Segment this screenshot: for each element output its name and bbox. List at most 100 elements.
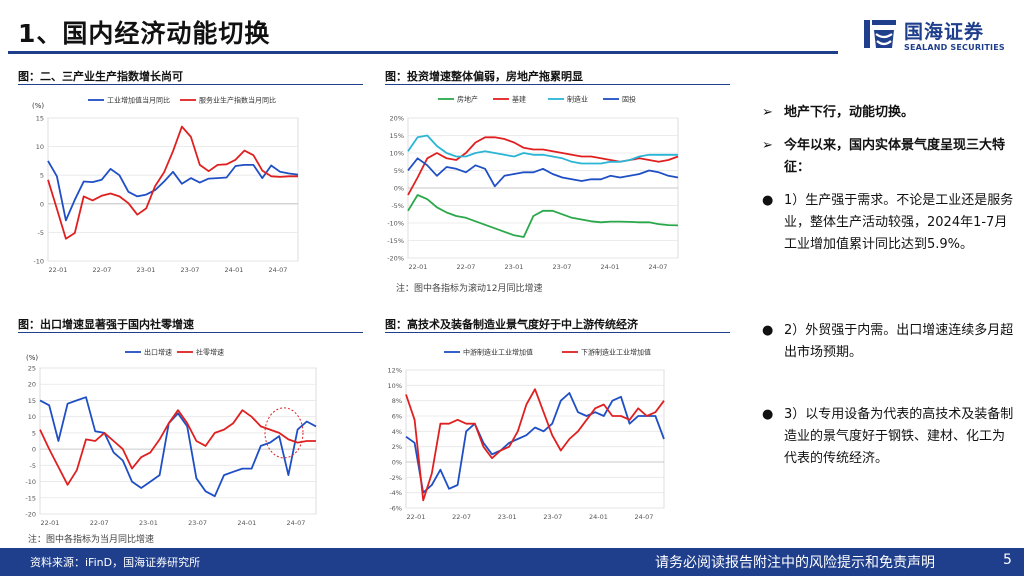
x-tick-label: 22-07 — [93, 266, 112, 274]
x-tick-label: 22-01 — [407, 513, 426, 521]
y-tick-label: 10 — [36, 143, 44, 151]
x-tick-label: 23-07 — [188, 519, 207, 527]
y-tick-label: -20 — [25, 511, 36, 519]
y-tick-label: 25 — [28, 365, 36, 373]
page-title: 1、国内经济动能切换 — [18, 19, 271, 48]
y-tick-label: -10% — [387, 220, 404, 228]
y-tick-label: 5% — [394, 167, 404, 175]
dot-bullet-icon: ● — [762, 193, 774, 208]
y-tick-label: -15% — [387, 237, 404, 245]
legend-label: 出口增速 — [144, 348, 172, 357]
y-tick-label: 10 — [28, 413, 36, 421]
bullet-item-2: ➢ 今年以来，国内实体景气度呈现三大特征： — [762, 135, 1017, 179]
y-tick-label: -5 — [30, 462, 36, 470]
y-tick-label: -5% — [391, 202, 404, 210]
chart3-title: 图：出口增速显著强于国内社零增速 — [18, 318, 194, 331]
y-tick-label: -5 — [38, 229, 44, 237]
chart3-note: 注：图中各指标为当月同比增速 — [28, 535, 155, 545]
legend-label: 社零增速 — [196, 348, 224, 357]
y-axis-label: (%) — [26, 354, 38, 362]
y-tick-label: 8% — [392, 397, 402, 405]
plot-frame — [47, 117, 299, 262]
y-tick-label: 6% — [392, 413, 402, 421]
x-tick-label: 22-01 — [409, 263, 428, 271]
y-tick-label: 5 — [32, 429, 36, 437]
y-tick-label: 10% — [390, 150, 404, 158]
y-tick-label: 5 — [40, 172, 44, 180]
x-tick-label: 24-01 — [589, 513, 608, 521]
chart-manufacturing: -6% -4% -2% 0% 2% 4% 6% 8% 10% 12% 22-01 22-07 23-01… — [388, 348, 665, 521]
chart-industrial-services: -10 -5 0 5 10 15 22-01 22-07 23-01 23-07 24-01 24-0… — [32, 96, 299, 274]
x-tick-label: 24-01 — [237, 519, 256, 527]
y-tick-label: 12% — [388, 367, 402, 375]
y-tick-label: 15% — [390, 132, 404, 140]
y-tick-label: 2% — [392, 443, 402, 451]
x-tick-label: 23-01 — [137, 266, 156, 274]
legend-label: 房地产 — [457, 95, 478, 104]
chart2-rule — [385, 84, 730, 85]
series-line — [407, 157, 679, 188]
dot-bullet-icon: ● — [762, 323, 774, 338]
series-line — [407, 194, 679, 238]
x-tick-label: 23-01 — [505, 263, 524, 271]
bullet-item-1: ➢ 地产下行，动能切换。 — [762, 102, 1017, 124]
series-line — [405, 392, 665, 494]
legend-label: 固投 — [622, 95, 636, 104]
dot-bullet-icon: ● — [762, 407, 774, 422]
x-tick-label: 23-07 — [553, 263, 572, 271]
x-tick-label: 22-01 — [49, 266, 68, 274]
y-tick-label: -10 — [25, 478, 36, 486]
x-tick-label: 24-01 — [225, 266, 244, 274]
plot-frame — [39, 367, 317, 515]
x-tick-label: 23-07 — [543, 513, 562, 521]
x-tick-label: 23-01 — [139, 519, 158, 527]
y-tick-label: -20% — [387, 255, 404, 263]
footer-disclaimer: 请务必阅读报告附注中的风险提示和免责声明 — [655, 555, 935, 571]
page-number: 5 — [1003, 552, 1012, 568]
bullet-item-5: ● 3）以专用设备为代表的高技术及装备制造业的景气度好于钢铁、建材、化工为代表的… — [762, 404, 1017, 470]
x-tick-label: 24-07 — [287, 519, 306, 527]
y-tick-label: -10 — [33, 258, 44, 266]
y-axis-label: (%) — [32, 102, 44, 110]
bullet-item-3: ● 1）生产强于需求。不论是工业还是服务业，整体生产活动较强，2024年1-7月… — [762, 190, 1017, 256]
series-line — [47, 125, 298, 240]
y-tick-label: 15 — [36, 115, 44, 123]
y-tick-label: 20% — [390, 115, 404, 123]
y-tick-label: 4% — [392, 428, 402, 436]
legend-label: 下游制造业工业增加值 — [581, 348, 651, 357]
legend-label: 工业增加值当月同比 — [107, 96, 170, 105]
x-tick-label: 22-07 — [452, 513, 471, 521]
logo-name-en: SEALAND SECURITIES — [904, 43, 1005, 52]
series-line — [47, 160, 299, 222]
arrow-bullet-icon: ➢ — [762, 138, 773, 153]
series-line — [39, 396, 317, 498]
highlight-circle — [264, 407, 304, 459]
chart1-rule — [18, 84, 363, 85]
series-line — [405, 388, 665, 502]
chart3-rule — [18, 332, 363, 333]
y-tick-label: -4% — [389, 489, 402, 497]
chart2-note: 注：图中各指标为滚动12月同比增速 — [396, 284, 543, 294]
legend-label: 服务业生产指数当月同比 — [199, 96, 276, 105]
chart4-title: 图：高技术及装备制造业景气度好于中上游传统经济 — [385, 318, 638, 331]
logo-mark-icon — [864, 20, 896, 48]
x-tick-label: 24-01 — [601, 263, 620, 271]
chart2-title: 图：投资增速整体偏弱，房地产拖累明显 — [385, 70, 583, 83]
footer-source: 资料来源：iFinD，国海证券研究所 — [30, 556, 201, 569]
series-line — [407, 136, 679, 196]
brand-logo: 国海证券 SEALAND SECURITIES — [862, 16, 1012, 56]
y-tick-label: 0 — [32, 446, 36, 454]
y-tick-label: 0% — [392, 459, 402, 467]
x-tick-label: 23-01 — [498, 513, 517, 521]
y-tick-label: -6% — [389, 505, 402, 513]
legend-label: 基建 — [512, 95, 526, 104]
legend-label: 制造业 — [567, 95, 588, 104]
bullet-item-4: ● 2）外贸强于内需。出口增速连续多月超出市场预期。 — [762, 320, 1017, 364]
y-tick-label: -2% — [389, 474, 402, 482]
x-tick-label: 24-07 — [649, 263, 668, 271]
logo-name-cn: 国海证券 — [904, 21, 985, 43]
footer-bar: 资料来源：iFinD，国海证券研究所 请务必阅读报告附注中的风险提示和免责声明 … — [0, 548, 1024, 576]
arrow-bullet-icon: ➢ — [762, 105, 773, 120]
chart4-rule — [385, 332, 730, 333]
y-tick-label: 20 — [28, 381, 36, 389]
